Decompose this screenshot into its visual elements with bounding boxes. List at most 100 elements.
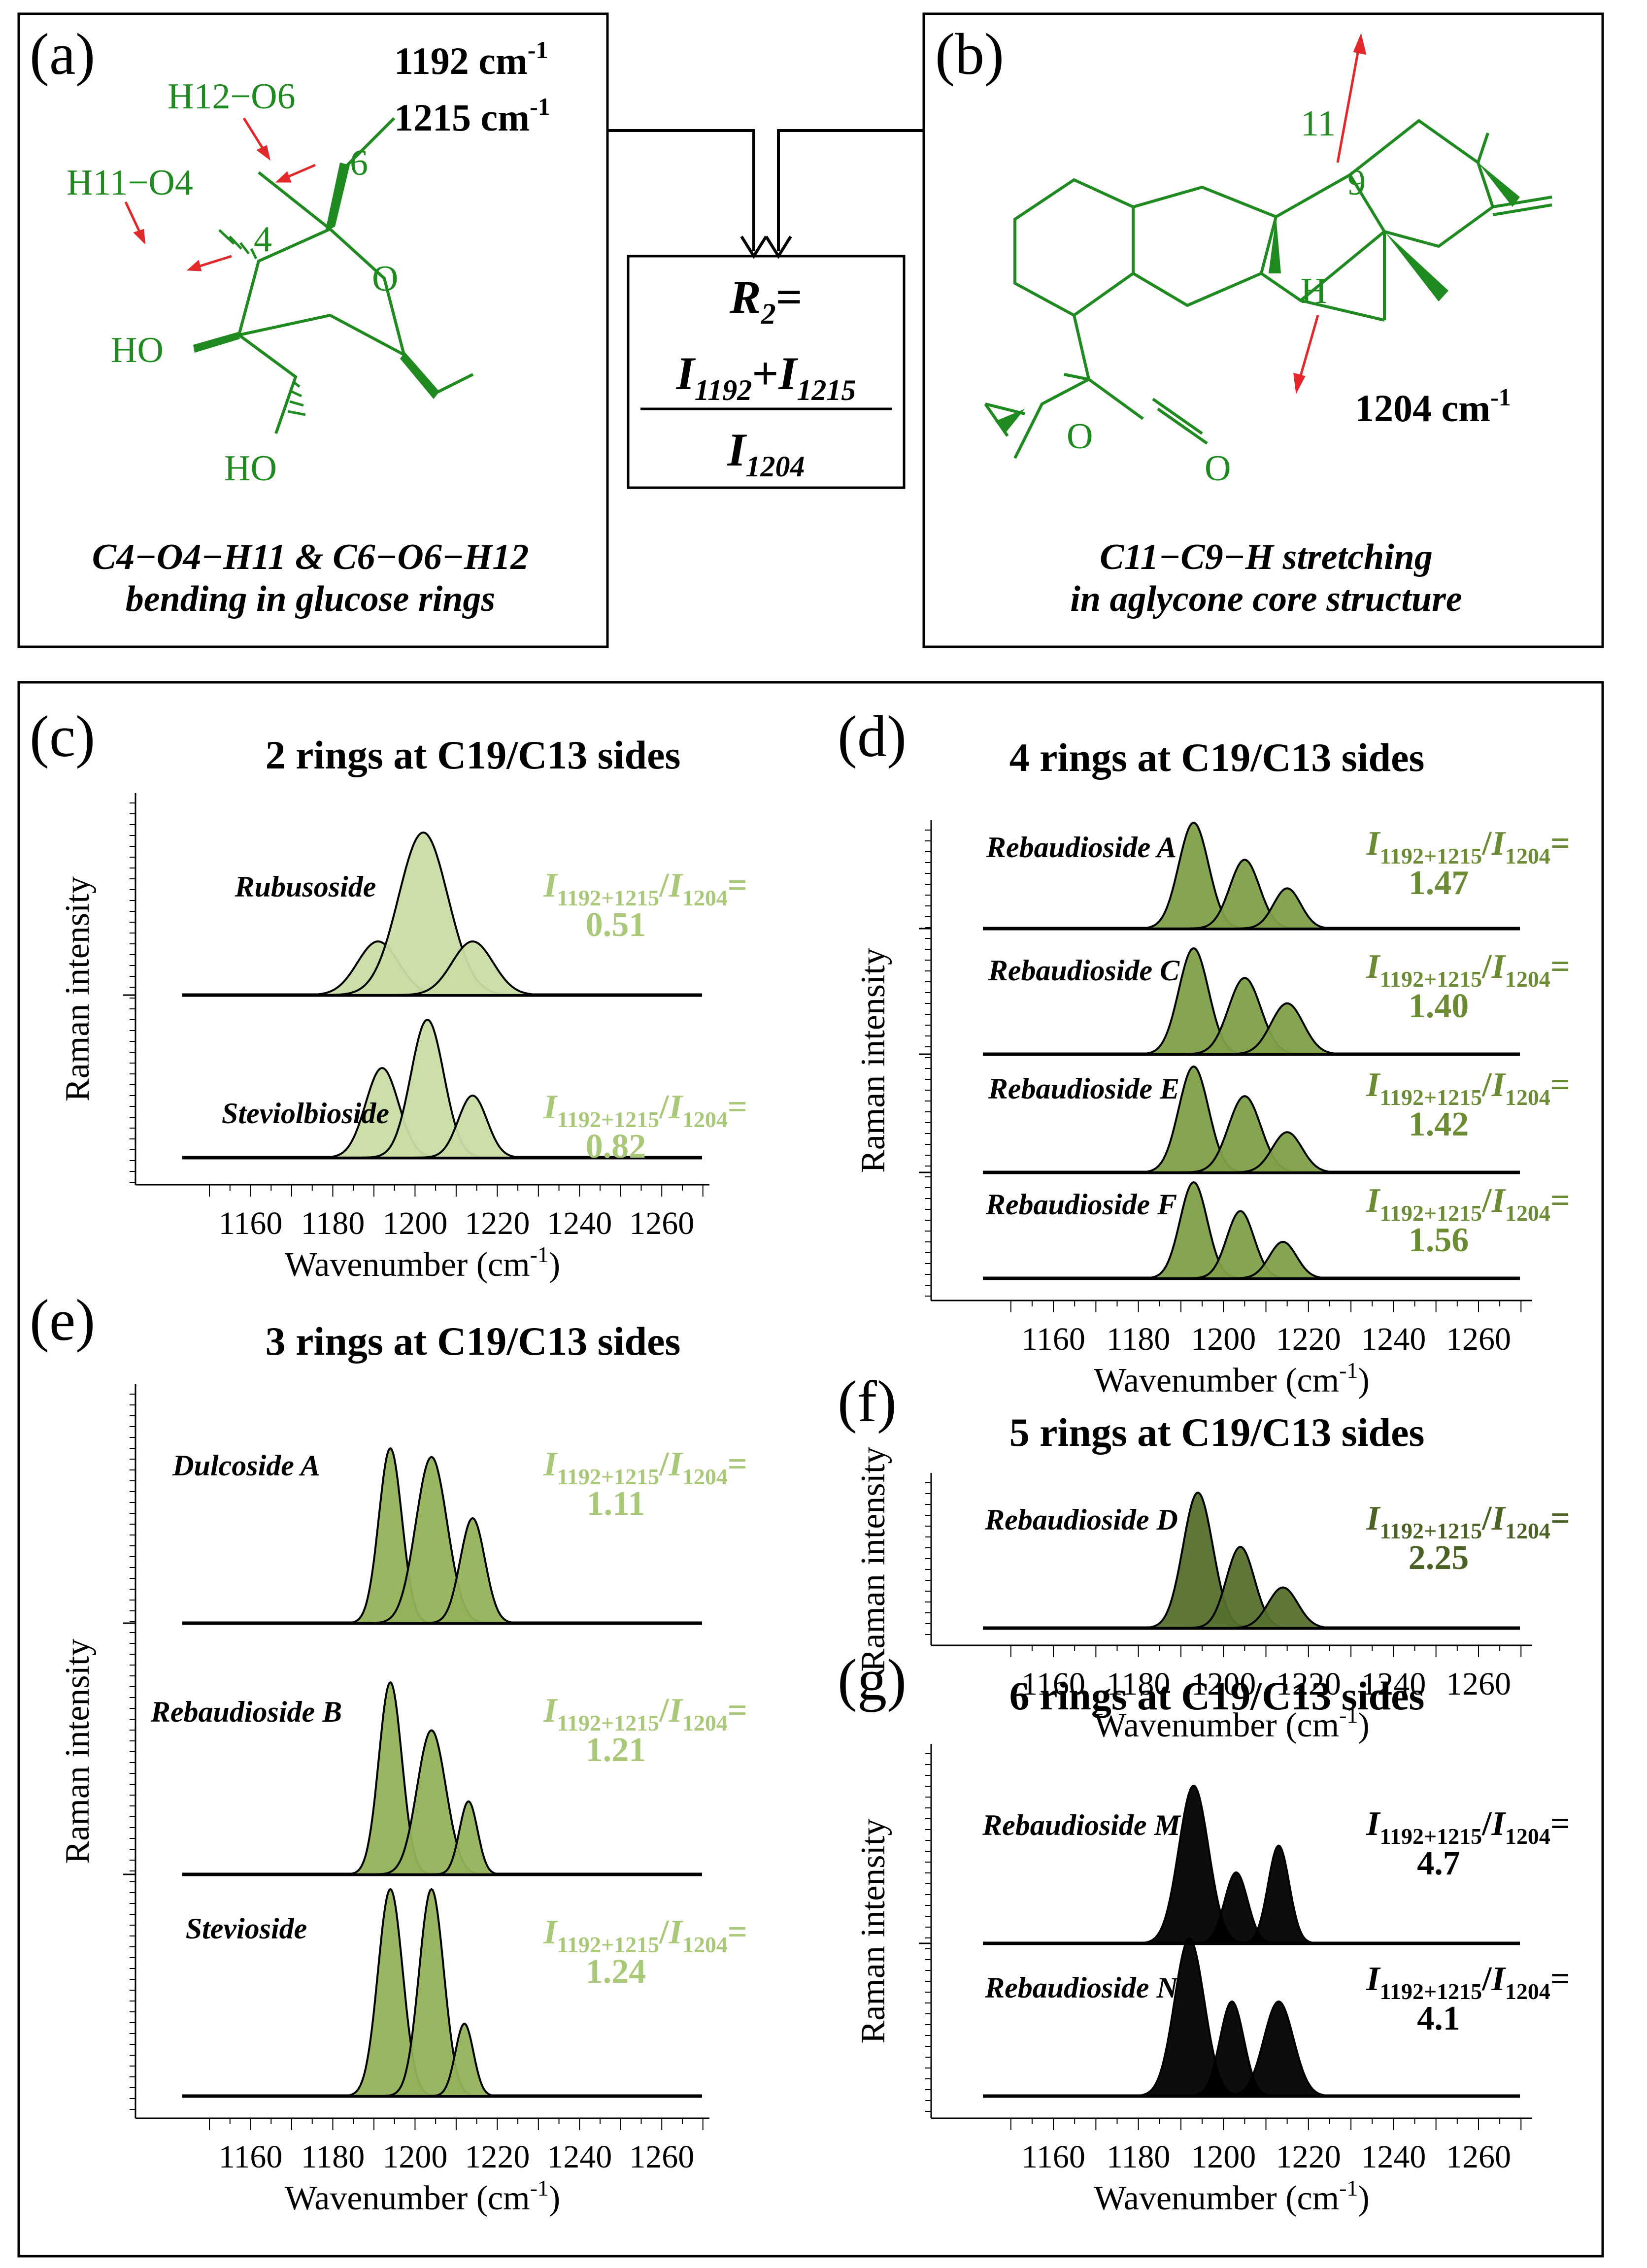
ho-label-1: HO — [111, 330, 164, 370]
ratio-value: 1.11 — [587, 1485, 645, 1523]
peak-1213 — [1219, 2000, 1339, 2097]
panel-g-letter: (g) — [838, 1647, 907, 1712]
x-tick-label-1200: 1200 — [1191, 1666, 1256, 1702]
series-name: Rebaudioside C — [988, 954, 1180, 987]
series-steviolbioside: Steviolbioside I1192+1215/I1204=0.82 — [182, 1018, 747, 1166]
x-axis-label: Wavenumber (cm-1) — [1094, 2175, 1369, 2217]
x-tick-label-1200: 1200 — [1191, 2139, 1256, 2175]
chart-f: (f) 5 rings at C19/C13 sides Raman intensi… — [838, 1368, 1570, 1744]
series-name: Rubusoside — [235, 870, 376, 903]
glucose-ring-labels: H12−O6 H11−O4 6 4 O HO HO — [67, 76, 398, 489]
ratio-label: I1192+1215/I1204= — [543, 1445, 747, 1489]
panel-c-letter: (c) — [30, 703, 95, 769]
ratio-label: I1192+1215/I1204= — [1366, 1182, 1570, 1226]
x-tick-label-1240: 1240 — [1361, 1666, 1426, 1702]
panel-a-frame — [17, 12, 609, 648]
panel-a-wavenumber-2: 1215 cm-1 — [394, 93, 550, 139]
x-tick-label-1260: 1260 — [1446, 2139, 1511, 2175]
x-axis-label: Wavenumber (cm-1) — [285, 2175, 560, 2217]
panel-e-title: 3 rings at C19/C13 sides — [266, 1319, 681, 1364]
peak-1214 — [1228, 1240, 1337, 1279]
x-tick-label-1220: 1220 — [1276, 1666, 1341, 1702]
series-stevioside: Stevioside I1192+1215/I1204=1.24 — [182, 1888, 747, 2098]
x-tick-label-1240: 1240 — [547, 1205, 612, 1241]
ratio-value: 0.82 — [586, 1128, 646, 1166]
x-tick-label-1220: 1220 — [465, 2139, 530, 2175]
ratio-label: I1192+1215/I1204= — [543, 1088, 747, 1132]
h-label: H — [1301, 271, 1327, 311]
peak-1215 — [1222, 1002, 1351, 1055]
panel-a-caption-line-2: bending in glucose rings — [126, 579, 495, 619]
x-tick-label-1180: 1180 — [1107, 1321, 1171, 1357]
x-tick-label-1240: 1240 — [1361, 2139, 1426, 2175]
x-axis-label: Wavenumber (cm-1) — [1094, 1358, 1369, 1400]
chart-d: (d) 4 rings at C19/C13 sides Raman intensi… — [838, 703, 1570, 1400]
aglycone-structure — [984, 119, 1552, 459]
x-tick-label-1240: 1240 — [1361, 1321, 1426, 1357]
series-name: Rebaudioside M — [982, 1809, 1181, 1841]
panel-e-letter: (e) — [30, 1287, 95, 1353]
x-tick-label-1260: 1260 — [629, 1205, 694, 1241]
c11-label: 11 — [1301, 103, 1336, 144]
c9-label: 9 — [1347, 163, 1366, 203]
series-rebaudioside-n: Rebaudioside N I1192+1215/I1204=4.1 — [983, 1937, 1570, 2098]
y-axis-label: Raman intensity — [854, 948, 892, 1173]
ratio-label: I1192+1215/I1204= — [1366, 825, 1570, 868]
ratio-value: 1.42 — [1409, 1105, 1469, 1143]
peak-1212 — [428, 2022, 501, 2097]
panel-a-caption-line-1: C4−O4−H11 & C6−O6−H12 — [92, 537, 529, 577]
peak-1214 — [423, 1517, 522, 1624]
series-rebaudioside-b: Rebaudioside B I1192+1215/I1204=1.21 — [150, 1681, 747, 1876]
ratio-label: I1192+1215/I1204= — [543, 867, 747, 910]
y-axis-label: Raman intensity — [854, 1447, 892, 1672]
series-rebaudioside-m: Rebaudioside M I1192+1215/I1204=4.7 — [982, 1784, 1570, 1945]
panel-g-title: 6 rings at C19/C13 sides — [1009, 1673, 1425, 1718]
ratio-label: I1192+1215/I1204= — [1366, 1500, 1570, 1543]
peak-1215 — [1227, 1131, 1347, 1173]
ratio-value: 4.1 — [1417, 2000, 1460, 2037]
series-rebaudioside-d: Rebaudioside D I1192+1215/I1204=2.25 — [983, 1491, 1570, 1630]
series-dulcoside-a: Dulcoside A I1192+1215/I1204=1.11 — [172, 1445, 747, 1625]
aglycone-wedges — [995, 163, 1520, 434]
peak-1213 — [1236, 1844, 1321, 1944]
ratio-value: 1.21 — [586, 1731, 646, 1769]
series-rebaudioside-c: Rebaudioside C I1192+1215/I1204=1.40 — [983, 947, 1570, 1056]
series-rebaudioside-e: Rebaudioside E I1192+1215/I1204=1.42 — [983, 1065, 1570, 1174]
x-tick-label-1260: 1260 — [629, 2139, 694, 2175]
formula-connector — [607, 129, 924, 259]
x-tick-label-1200: 1200 — [382, 1205, 447, 1241]
chart-g: (g) 6 rings at C19/C13 sides Raman intensi… — [838, 1647, 1570, 2217]
h12-o6-label: H12−O6 — [168, 76, 296, 117]
x-tick-label-1220: 1220 — [465, 1205, 530, 1241]
r2-formula: R2= I1192+I1215 I1204 — [676, 271, 856, 483]
aglycone-labels: 11 9 H O O — [1067, 103, 1366, 489]
panel-b-caption-line-2: in aglycone core structure — [1070, 579, 1462, 619]
ratio-value: 1.40 — [1409, 987, 1469, 1025]
spectra-charts: (c) 2 rings at C19/C13 sides Raman intensi… — [30, 703, 1570, 2217]
panel-b-caption-line-1: C11−C9−H stretching — [1100, 537, 1433, 577]
ratio-value: 2.25 — [1409, 1539, 1469, 1577]
series-name: Rebaudioside B — [150, 1696, 342, 1728]
chart-c: (c) 2 rings at C19/C13 sides Raman intensi… — [30, 703, 747, 1284]
c4-label: 4 — [254, 219, 272, 260]
series-rebaudioside-f: Rebaudioside F I1192+1215/I1204=1.56 — [983, 1181, 1570, 1280]
ratio-value: 1.24 — [586, 1953, 646, 1991]
panel-d-letter: (d) — [838, 703, 907, 769]
series-name: Rebaudioside N — [984, 1971, 1179, 2004]
stretching-arrows — [1293, 33, 1367, 395]
series-name: Rebaudioside E — [988, 1072, 1179, 1105]
x-tick-label-1260: 1260 — [1446, 1321, 1511, 1357]
series-name: Dulcoside A — [172, 1449, 320, 1482]
ratio-label: I1192+1215/I1204= — [543, 1692, 747, 1735]
ho-label-2: HO — [224, 448, 277, 489]
x-axis-label: Wavenumber (cm-1) — [1094, 1702, 1369, 1744]
ratio-label: I1192+1215/I1204= — [543, 1913, 747, 1957]
panel-a-letter: (a) — [30, 21, 95, 87]
ester-oxygen-label: O — [1067, 416, 1093, 457]
x-tick-label-1180: 1180 — [301, 2139, 365, 2175]
x-tick-label-1180: 1180 — [1107, 1666, 1171, 1702]
c6-label: 6 — [350, 143, 368, 183]
panel-c-title: 2 rings at C19/C13 sides — [266, 733, 681, 777]
carbonyl-oxygen-label: O — [1205, 448, 1231, 489]
y-axis-label: Raman intensity — [59, 1639, 97, 1864]
